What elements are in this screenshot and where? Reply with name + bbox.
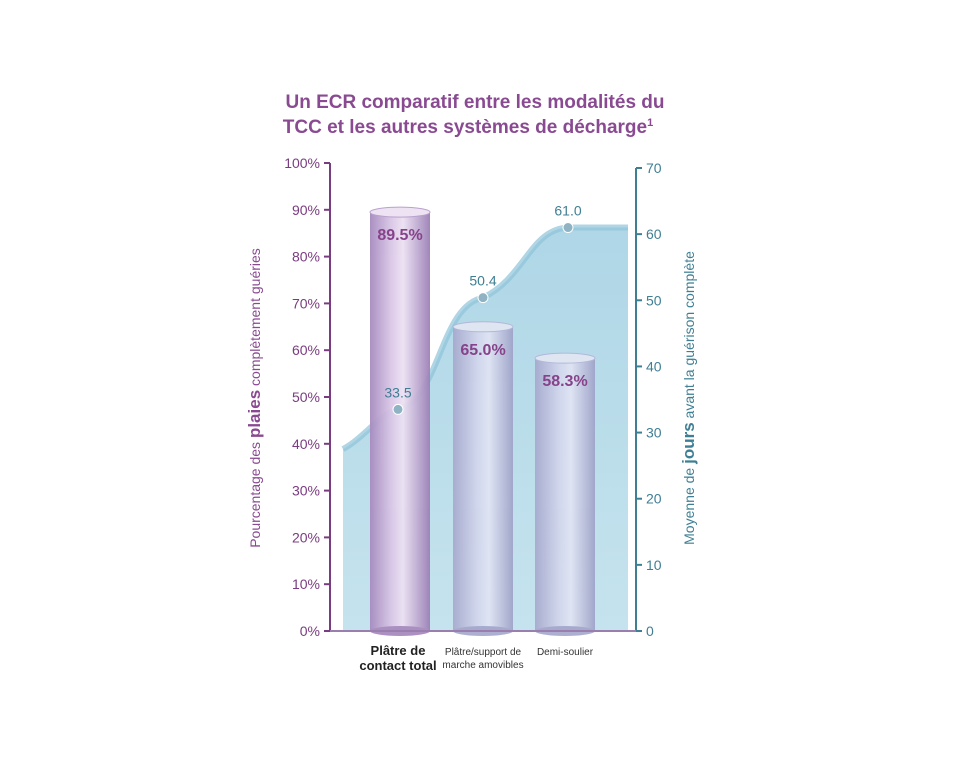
left-axis-label-pre: Pourcentage des: [247, 438, 263, 548]
right-tick-label-7: 70: [646, 160, 662, 176]
left-axis-label-emph: plaies: [245, 390, 264, 438]
chart-title-line2-text: TCC et les autres systèmes de décharge: [283, 117, 647, 138]
bar-label-2: 58.3%: [542, 373, 587, 390]
plot-area: 89.5% 65.0% 58.3% 33.5 50.4 61.0 0% 10% 20% 30% 40…: [284, 155, 662, 673]
right-tick-label-1: 10: [646, 557, 662, 573]
days-point-label-1: 50.4: [469, 273, 496, 289]
category-label-1: Plâtre/support de marche amovibles: [442, 647, 523, 671]
left-tick-label-0: 0%: [300, 623, 320, 639]
left-axis-label: Pourcentage des plaies complètement guér…: [245, 248, 264, 548]
chart-title-line2: TCC et les autres systèmes de décharge1: [283, 117, 653, 138]
category-label-2: Demi-soulier: [537, 647, 594, 658]
left-tick-label-7: 70%: [292, 295, 320, 311]
left-tick-label-2: 20%: [292, 529, 320, 545]
right-axis-label-pre: Moyenne de: [681, 464, 697, 545]
right-tick-label-4: 40: [646, 358, 662, 374]
bar-cap-1: [452, 321, 514, 333]
bar-label-1: 65.0%: [460, 342, 505, 359]
days-point-label-2: 61.0: [554, 203, 581, 219]
left-tick-label-9: 90%: [292, 202, 320, 218]
right-tick-label-6: 60: [646, 226, 662, 242]
category-label-0-line-0: Plâtre de: [371, 643, 426, 658]
bar-label-0: 89.5%: [377, 227, 422, 244]
bar-cap-0: [369, 206, 431, 218]
right-axis-label-emph: jours: [679, 422, 698, 465]
bar-body-0: [370, 212, 430, 631]
bar-body-1: [453, 326, 513, 631]
left-tick-label-6: 60%: [292, 342, 320, 358]
right-tick-label-2: 20: [646, 491, 662, 507]
right-tick-label-5: 50: [646, 292, 662, 308]
category-label-1-line-1: marche amovibles: [442, 660, 523, 671]
left-tick-label-1: 10%: [292, 576, 320, 592]
category-label-0: Plâtre de contact total: [359, 643, 436, 673]
right-tick-label-0: 0: [646, 623, 654, 639]
category-label-2-line-0: Demi-soulier: [537, 647, 594, 658]
category-label-1-line-0: Plâtre/support de: [445, 647, 522, 658]
days-point-0: [392, 403, 404, 415]
days-point-1: [477, 292, 489, 304]
left-axis-label-post: complètement guéries: [247, 248, 263, 390]
bar-1: [452, 321, 514, 636]
bar-2: [534, 352, 596, 636]
chart-title-superscript: 1: [647, 117, 653, 129]
days-point-2: [562, 222, 574, 234]
category-label-0-line-1: contact total: [359, 658, 436, 673]
left-tick-label-4: 40%: [292, 436, 320, 452]
chart-title: Un ECR comparatif entre les modalités du: [285, 92, 664, 113]
right-tick-label-3: 30: [646, 425, 662, 441]
bar-body-2: [535, 358, 595, 631]
left-tick-label-10: 100%: [284, 155, 320, 171]
right-axis-label: Moyenne de jours avant la guérison compl…: [679, 251, 698, 545]
right-axis-label-post: avant la guérison complète: [681, 251, 697, 422]
left-tick-label-3: 30%: [292, 483, 320, 499]
bar-0: [369, 206, 431, 636]
bar-cap-2: [534, 352, 596, 364]
left-tick-label-5: 50%: [292, 389, 320, 405]
days-point-label-0: 33.5: [384, 384, 411, 400]
left-tick-label-8: 80%: [292, 249, 320, 265]
